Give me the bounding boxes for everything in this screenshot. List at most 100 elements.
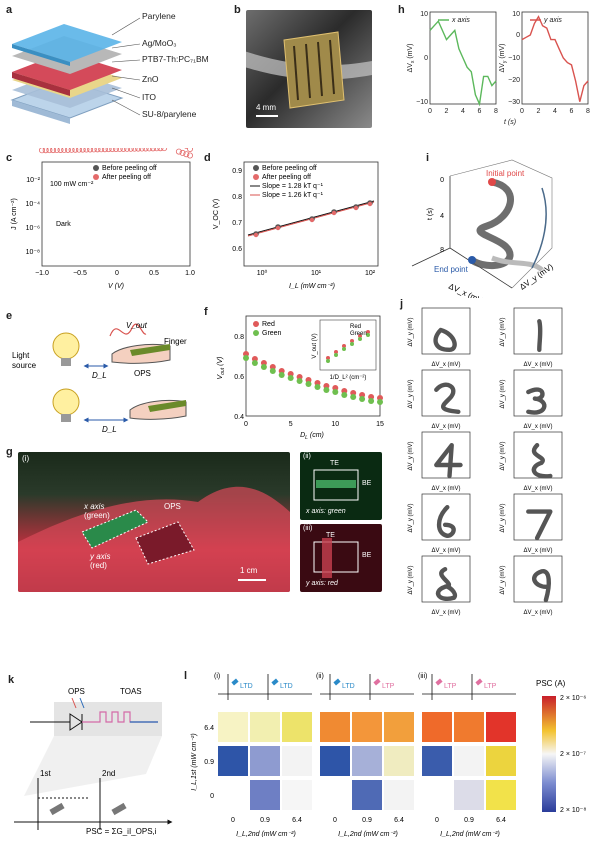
f-xtick-15: 15: [376, 421, 384, 428]
h-x-ytick-m10: −10: [416, 99, 428, 106]
finger-icon-bottom: [130, 400, 186, 419]
l-xtick: 6.4: [292, 817, 302, 824]
l-xlabel: I_L,2nd (mW cm⁻²): [236, 831, 296, 837]
l-cell: [352, 746, 382, 776]
j-ylabel: ΔV_y (mV): [500, 565, 506, 594]
l-xtick: 6.4: [496, 817, 506, 824]
h-y-ytick-0: 0: [516, 32, 520, 39]
l-cell: [422, 712, 452, 742]
l-syn-label: LTP: [484, 683, 497, 690]
f-ytick-08: 0.8: [234, 334, 244, 341]
j-plot-5: ΔV_y (mV)ΔV_x (mV): [408, 432, 470, 492]
g-photo-red: (iii) TE BE y axis: red: [300, 524, 382, 592]
h-x-ytick-10: 10: [420, 11, 428, 18]
j-plot-2: ΔV_y (mV)ΔV_x (mV): [500, 308, 562, 368]
l-xtick: 0.9: [260, 817, 270, 824]
l-syn-label: LTD: [280, 683, 293, 690]
l-cell: [320, 712, 350, 742]
h-xtick-8: 8: [494, 108, 498, 115]
f-inset-legend-green: Green: [350, 331, 367, 337]
l-cell: [218, 746, 248, 776]
d-ylabel: V_OC (V): [213, 199, 220, 229]
l-cell: [250, 712, 280, 742]
f-point-green: [323, 387, 329, 393]
h-xtick-0: 0: [428, 108, 432, 115]
panel-g: g (i) x axis (green) y axis (red) OPS 1 …: [0, 446, 392, 596]
f-ylabel: Vout (V): [217, 357, 226, 380]
l-ytick: 6.4: [204, 725, 214, 732]
f-inset-legend-red: Red: [350, 324, 361, 330]
panel-label-i: i: [426, 152, 429, 164]
g-i-label: (i): [22, 454, 29, 463]
d-ytick-1: 0.6: [232, 246, 242, 253]
c-legend-2: After peeling off: [102, 174, 151, 181]
f-point-green: [341, 392, 347, 398]
g-ops: OPS: [164, 502, 181, 511]
bulb-icon-top: [53, 333, 79, 366]
f-point-green: [252, 360, 258, 366]
layer-label-1: Parylene: [142, 11, 176, 21]
h-y-ytick-m20: −20: [508, 77, 520, 84]
f-point-green: [377, 399, 383, 405]
h-time-traces: 10 0 −10 10 0 −10 −20 −30 0 2 4 6 8 0 2 …: [392, 0, 596, 130]
c-ylabel: J (A cm⁻²): [11, 198, 18, 230]
l-cell: [486, 746, 516, 776]
d-xtick-3: 10²: [365, 270, 376, 277]
e-finger: Finger: [164, 337, 187, 346]
j-trace: [534, 571, 549, 600]
e-light-source-1: Light: [12, 351, 30, 360]
j-xlabel: ΔV_x (mV): [431, 362, 460, 368]
g-be-top: BE: [362, 480, 371, 487]
l-colorbar-tick: 2 × 10⁻⁷: [560, 751, 586, 758]
j-plot-1: ΔV_y (mV)ΔV_x (mV): [408, 308, 470, 368]
h-x-ytick-0: 0: [424, 55, 428, 62]
bulb-icon-bottom: [53, 389, 79, 422]
j-xlabel: ΔV_x (mV): [431, 424, 460, 430]
g-iii-label: (iii): [303, 525, 312, 532]
h-series-y-axis: [522, 17, 588, 102]
j-ylabel: ΔV_y (mV): [408, 503, 414, 532]
j-ylabel: ΔV_y (mV): [408, 565, 414, 594]
f-point-green: [368, 398, 374, 404]
f-inset-xlabel: 1/D_L² (cm⁻²): [330, 375, 367, 381]
g-te-bottom: TE: [326, 532, 335, 539]
l-cell: [282, 746, 312, 776]
h-xtick-2: 2: [445, 108, 449, 115]
f-point-green: [306, 381, 312, 387]
j-plot-8: ΔV_y (mV)ΔV_x (mV): [500, 494, 562, 554]
j-ylabel: ΔV_y (mV): [500, 441, 506, 470]
l-cell: [320, 746, 350, 776]
f-point-green: [261, 364, 267, 370]
f-point-green: [332, 389, 338, 395]
j-ylabel: ΔV_y (mV): [408, 441, 414, 470]
panel-a: a Parylene Ag/MoO₃ PTB7-Th:PC₇₁BM ZnO IT…: [0, 0, 230, 130]
l-cell: [352, 712, 382, 742]
j-trace: [438, 569, 455, 599]
j-plot-10: ΔV_y (mV)ΔV_x (mV): [500, 556, 562, 616]
g-scale: 1 cm: [240, 566, 257, 575]
j-trace: [439, 507, 454, 536]
e-dl-top: D_L: [92, 371, 107, 380]
panel-label-g: g: [6, 446, 13, 458]
i-t-label: t (s): [427, 208, 434, 220]
l-xtick: 6.4: [394, 817, 404, 824]
f-xlabel: DL (cm): [300, 432, 324, 441]
c-xtick-3: 0: [115, 270, 119, 277]
f-ytick-04: 0.4: [234, 414, 244, 421]
panel-b: b 4 mm: [230, 0, 380, 130]
panel-k: k OPS TOAS 1st 2nd PSC = ΣG_iI_OPS,i: [0, 672, 180, 837]
panel-label-d: d: [204, 152, 211, 164]
h-xtick-6: 6: [478, 108, 482, 115]
c-legend-marker-1: [93, 165, 99, 171]
panel-c: c 10⁻² 10⁻⁴ 10⁻⁶ 10⁻⁸ −1.0 −0.5 0 0.5 1.…: [0, 148, 200, 298]
f-xtick-0: 0: [244, 421, 248, 428]
l-cell: [218, 712, 248, 742]
g-te-top: TE: [330, 460, 339, 467]
c-xtick-1: −1.0: [35, 270, 49, 277]
g-y-red: y axis: red: [306, 580, 338, 587]
d-xtick-1: 10⁰: [257, 269, 268, 277]
j-xlabel: ΔV_x (mV): [523, 486, 552, 492]
l-xlabel: I_L,2nd (mW cm⁻²): [440, 831, 500, 837]
